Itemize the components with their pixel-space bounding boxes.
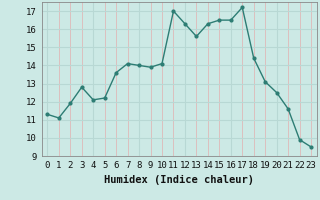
- X-axis label: Humidex (Indice chaleur): Humidex (Indice chaleur): [104, 175, 254, 185]
